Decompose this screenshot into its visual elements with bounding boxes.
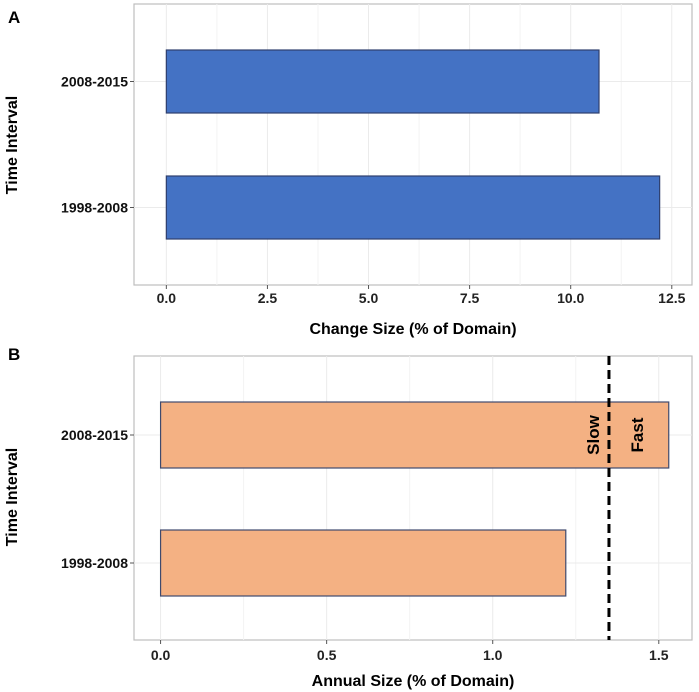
x-tick-label: 0.5	[317, 647, 337, 663]
y-category-label: 2008-2015	[61, 74, 128, 90]
x-tick-label: 0.0	[151, 647, 171, 663]
panel-a-letter: A	[8, 8, 20, 27]
x-tick-label: 12.5	[658, 290, 685, 306]
x-tick-label: 2.5	[258, 290, 278, 306]
x-tick-label: 1.0	[483, 647, 503, 663]
panel-b-letter: B	[8, 345, 20, 364]
panel-a-x-axis-title: Change Size (% of Domain)	[309, 321, 516, 338]
panel-b-x-ticks: 0.0 0.5 1.0 1.5	[151, 640, 669, 663]
x-tick-label: 0.0	[157, 290, 177, 306]
x-tick-label: 10.0	[557, 290, 584, 306]
x-tick-label: 1.5	[649, 647, 669, 663]
bar-1998-2008	[159, 529, 567, 597]
x-tick-label: 7.5	[460, 290, 480, 306]
bar-2008-2015	[165, 49, 600, 114]
bar-1998-2008	[165, 175, 661, 240]
y-category-label: 1998-2008	[61, 200, 128, 216]
panel-b-slow-annotation: Slow	[584, 414, 603, 454]
panel-b: B Slow Fast 0.0 0.5 1.0 1.5 1998-2008 2008-2…	[4, 345, 693, 690]
panel-a-plot-area	[133, 3, 693, 286]
panel-a-category-labels: 1998-2008 2008-2015	[61, 74, 134, 216]
x-tick-label: 5.0	[359, 290, 379, 306]
panel-a-y-axis-title: Time Interval	[4, 96, 21, 194]
bar-2008-2015	[159, 401, 670, 469]
panel-a-bars	[165, 49, 661, 240]
panel-b-category-labels: 1998-2008 2008-2015	[61, 427, 134, 571]
panel-b-y-axis-title: Time Interval	[4, 448, 21, 546]
y-category-label: 1998-2008	[61, 555, 128, 571]
panel-b-bars	[159, 401, 670, 597]
panel-b-fast-annotation: Fast	[628, 417, 647, 452]
y-category-label: 2008-2015	[61, 427, 128, 443]
panel-b-x-axis-title: Annual Size (% of Domain)	[312, 673, 515, 690]
panel-a: A 0.0 2.5 5.0 7.5 10.0 12.5 1998-2008 2008-201…	[4, 3, 693, 338]
panel-a-x-ticks: 0.0 2.5 5.0 7.5 10.0 12.5	[157, 285, 686, 306]
